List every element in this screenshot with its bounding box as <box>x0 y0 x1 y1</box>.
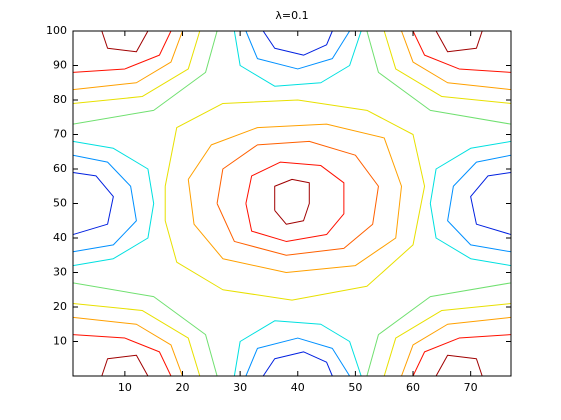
y-tick-label: 60 <box>53 162 67 175</box>
contour-line <box>72 30 218 125</box>
y-tick-label: 90 <box>53 59 67 72</box>
contour-line <box>412 30 512 73</box>
contour-line <box>435 30 483 53</box>
contour-line <box>72 334 172 377</box>
chart-title: λ=0.1 <box>275 9 308 22</box>
y-tick-label: 40 <box>53 231 67 244</box>
x-tick-label: 70 <box>464 381 478 394</box>
contour-line <box>366 282 512 377</box>
contour-line <box>429 140 512 267</box>
contour-line <box>262 30 333 56</box>
y-tick-label: 50 <box>53 197 67 210</box>
contour-line <box>233 30 362 87</box>
contour-line <box>216 140 379 256</box>
y-tick-label: 80 <box>53 93 67 106</box>
contour-line <box>245 30 351 70</box>
contour-line <box>72 140 155 267</box>
y-tick-label: 20 <box>53 300 67 313</box>
plot-area <box>73 31 511 376</box>
contour-line <box>383 30 512 104</box>
x-tick-label: 50 <box>348 381 362 394</box>
contour-line <box>470 171 512 236</box>
contour-line <box>262 351 333 377</box>
contour-line <box>72 282 218 377</box>
contour-line <box>435 354 483 377</box>
contour-line <box>72 171 114 236</box>
contour-line <box>401 316 512 377</box>
contour-line <box>72 303 201 377</box>
contour-line <box>245 161 345 242</box>
contour-line <box>72 316 183 377</box>
contour-line <box>72 30 201 104</box>
contour-line <box>101 30 149 53</box>
y-tick-label: 10 <box>53 335 67 348</box>
contour-line <box>72 154 137 253</box>
contour-line <box>383 303 512 377</box>
y-tick-label: 100 <box>46 24 67 37</box>
contour-line <box>164 99 426 301</box>
contour-line <box>245 337 351 377</box>
x-tick-label: 20 <box>176 381 190 394</box>
contour-line <box>72 30 172 73</box>
y-tick-label: 30 <box>53 266 67 279</box>
contour-line <box>233 320 362 377</box>
contour-line <box>187 123 402 273</box>
y-tick-label: 70 <box>53 128 67 141</box>
contour-line <box>366 30 512 125</box>
contour-lines <box>72 30 512 377</box>
contour-line <box>447 154 512 253</box>
contour-line <box>412 334 512 377</box>
x-tick-label: 60 <box>406 381 420 394</box>
x-tick-label: 30 <box>233 381 247 394</box>
x-tick-label: 10 <box>118 381 132 394</box>
contour-line <box>72 30 183 91</box>
contour-line <box>274 178 310 225</box>
x-tick-label: 40 <box>291 381 305 394</box>
contour-line <box>401 30 512 91</box>
contour-line <box>101 354 149 377</box>
